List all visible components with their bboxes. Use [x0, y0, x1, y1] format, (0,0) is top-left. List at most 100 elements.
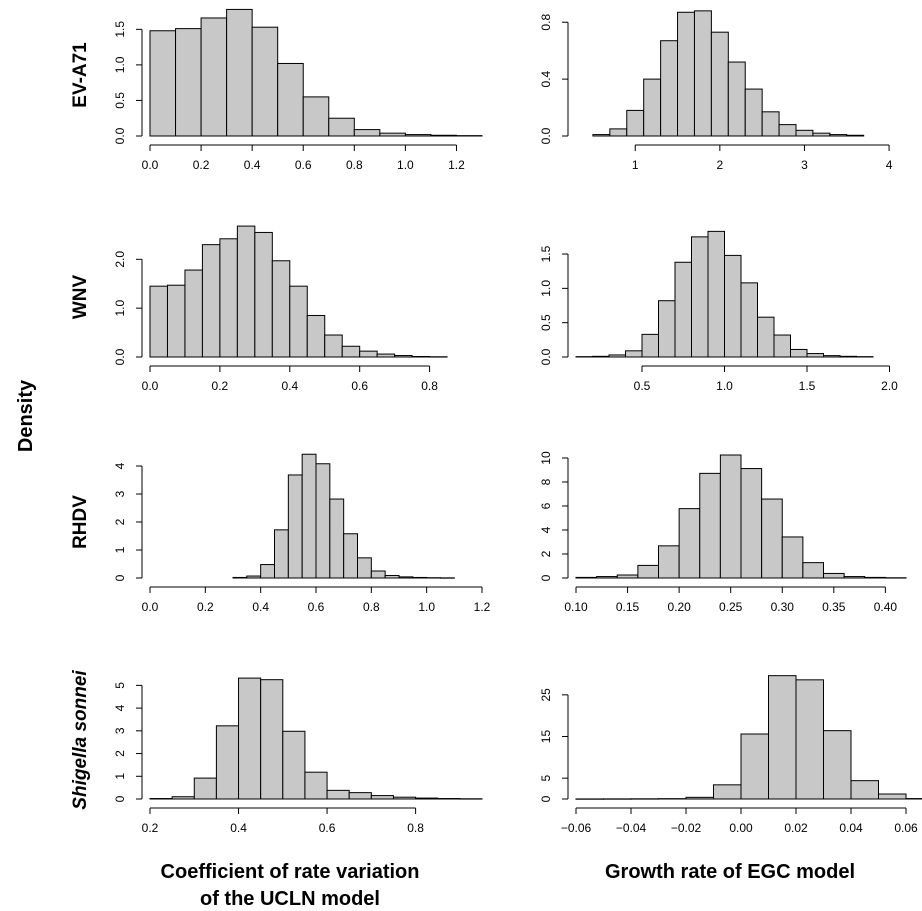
- y-tick-label: 4: [113, 704, 127, 711]
- row-label-ev-a71: EV-A71: [70, 42, 91, 108]
- y-tick-label: 0.5: [113, 92, 127, 109]
- histogram-bar: [781, 536, 804, 579]
- y-tick-label: 4: [113, 462, 127, 469]
- histogram-bar: [260, 679, 284, 800]
- y-tick-label: 5: [539, 775, 553, 782]
- histogram-bar: [166, 284, 186, 358]
- histogram-bar: [306, 314, 326, 358]
- histogram-bar: [744, 88, 763, 137]
- x-tick-label: 3: [801, 158, 808, 172]
- histogram-bar: [343, 533, 358, 579]
- histogram-bar: [394, 355, 413, 358]
- histogram-bar: [626, 109, 645, 137]
- histogram-bar: [282, 730, 306, 800]
- panel-rhdv-ucln: 0.0 0.2 0.4 0.6 0.8 1.0 1.2 0 1 2 3 4: [113, 453, 491, 614]
- histogram-bar: [246, 575, 262, 579]
- y-tick-label: 1.5: [113, 21, 127, 38]
- histogram-bar: [302, 96, 330, 137]
- x-tick-label: 0.2: [193, 158, 210, 172]
- y-tick-label: 0.0: [539, 348, 553, 365]
- y-tick-label: 0.8: [539, 14, 553, 31]
- histogram-bar: [637, 564, 659, 579]
- x-tick-label: 1.0: [397, 158, 414, 172]
- histogram-bar: [740, 282, 758, 358]
- histogram-bar: [596, 576, 618, 579]
- histogram-bar: [660, 40, 679, 137]
- x-tick-label: 0.6: [319, 821, 336, 835]
- histogram-bar: [740, 468, 763, 579]
- y-tick-label: 2: [113, 750, 127, 757]
- histogram-bar: [616, 574, 639, 579]
- x-tick-label: 0.06: [894, 821, 918, 835]
- x-tick-label: 0.02: [784, 821, 808, 835]
- x-tick-label: 0.4: [281, 379, 298, 393]
- histogram-bar: [823, 730, 852, 800]
- histogram-bar: [658, 545, 680, 579]
- y-tick-label: 1.0: [113, 56, 127, 73]
- x-tick-label: 1.5: [799, 379, 816, 393]
- x-tick-label: 0.25: [719, 600, 743, 614]
- x-tick-label: 0.15: [616, 600, 640, 614]
- y-tick-label: 0: [113, 795, 127, 802]
- x-tick-label: 0.2: [197, 600, 214, 614]
- histogram-bar: [674, 261, 692, 358]
- panel-wnv-egc: 0.5 1.0 1.5 2.0 0.0 0.5 1.0 1.5: [539, 230, 898, 393]
- histogram-bar: [324, 334, 343, 358]
- histogram-bar: [328, 117, 355, 137]
- histogram-bar: [215, 725, 240, 800]
- row-label-shigella-sonnei: Shigella sonnei: [70, 670, 91, 810]
- panel-ev-a71-egc: 1 2 3 4 0.0 0.4 0.8: [539, 10, 893, 172]
- histogram-bar: [201, 244, 221, 358]
- x-tick-label: 1.2: [474, 600, 491, 614]
- histogram-bar: [685, 796, 714, 800]
- x-tick-label: 0.2: [142, 821, 159, 835]
- histogram-bar: [575, 576, 598, 579]
- histogram-bar: [699, 472, 721, 579]
- histogram-bar: [149, 30, 177, 137]
- histogram-bar: [254, 231, 273, 358]
- histogram-bar: [415, 797, 439, 800]
- x-tick-label: 0.8: [346, 158, 363, 172]
- histogram-bar: [677, 11, 695, 137]
- y-tick-label: 0.0: [539, 127, 553, 144]
- x-tick-label: 2: [717, 158, 724, 172]
- histogram-bar: [219, 238, 238, 358]
- x-tick-label: 0.8: [363, 600, 380, 614]
- histogram-bar: [251, 26, 279, 137]
- x-tick-label: 0.10: [564, 600, 588, 614]
- left-x-title-line1: Coefficient of rate variation: [161, 861, 420, 883]
- histogram-bar: [724, 254, 742, 358]
- histogram-bar: [379, 132, 406, 137]
- histogram-bar: [149, 285, 168, 358]
- y-tick-label: 3: [113, 727, 127, 734]
- histogram-bar: [790, 348, 808, 358]
- x-tick-label: −0.02: [671, 821, 702, 835]
- y-tick-label: 0: [539, 795, 553, 802]
- histogram-bar: [829, 134, 848, 137]
- histogram-bar: [757, 316, 775, 358]
- histogram-bar: [878, 793, 907, 800]
- x-tick-label: 1: [632, 158, 639, 172]
- histogram-bar: [843, 576, 866, 579]
- histogram-bar: [171, 796, 195, 800]
- histogram-bar: [277, 62, 304, 137]
- panel-rhdv-egc: 0.10 0.15 0.20 0.25 0.30 0.35 0.40 0 2 4 6 8 10: [539, 451, 907, 614]
- x-tick-label: 0.8: [421, 379, 438, 393]
- histogram-bar: [348, 792, 372, 800]
- y-tick-label: 10: [539, 451, 553, 465]
- histogram-bar: [693, 10, 712, 137]
- histogram-bar: [643, 78, 662, 137]
- y-tick-label: 1.0: [113, 299, 127, 316]
- histogram-bar: [761, 498, 783, 579]
- histogram-bar: [398, 576, 414, 579]
- y-tick-label: 2: [539, 550, 553, 557]
- histogram-bar: [806, 353, 824, 358]
- x-tick-label: 1.2: [448, 158, 465, 172]
- y-tick-label: 2: [113, 518, 127, 525]
- histogram-bar: [850, 780, 879, 800]
- x-tick-label: 0.6: [351, 379, 368, 393]
- x-tick-label: 0.30: [771, 600, 795, 614]
- histogram-bar: [200, 17, 228, 137]
- histogram-bar: [592, 134, 611, 137]
- y-tick-label: 3: [113, 490, 127, 497]
